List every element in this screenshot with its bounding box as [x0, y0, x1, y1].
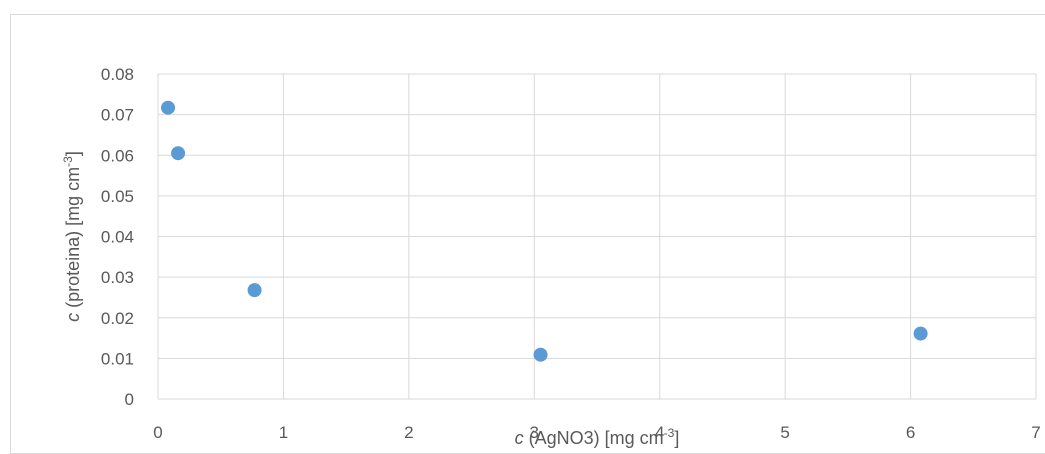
- data-points: [161, 100, 928, 362]
- y-axis-title-text: (proteina) [mg cm: [63, 167, 83, 313]
- y-tick-label: 0.01: [101, 349, 134, 368]
- x-tick-label: 7: [1031, 423, 1040, 442]
- y-tick-label: 0.02: [101, 309, 134, 328]
- data-point: [913, 326, 928, 341]
- x-axis-title-text: (AgNO3) [mg cm: [524, 428, 664, 448]
- x-axis-title-sup: -3: [664, 426, 675, 440]
- y-axis-title: c (proteina) [mg cm-3]: [61, 151, 83, 322]
- y-axis-title-suffix: ]: [63, 151, 83, 156]
- x-axis-title-suffix: ]: [674, 428, 679, 448]
- y-tick-label: 0.07: [101, 106, 134, 125]
- data-point: [247, 283, 262, 298]
- grid-layer: [157, 73, 1037, 400]
- y-axis-title-sup: -3: [61, 156, 75, 167]
- y-tick-label: 0.08: [101, 65, 134, 84]
- y-tick-label: 0.03: [101, 268, 134, 287]
- x-tick-label: 2: [404, 423, 413, 442]
- x-tick-label: 0: [153, 423, 162, 442]
- y-tick-label: 0.05: [101, 187, 134, 206]
- y-tick-labels: 0 0.01 0.02 0.03 0.04 0.05 0.06 0.07 0.08: [101, 65, 134, 409]
- data-point: [161, 100, 176, 115]
- y-axis-title-italic: c: [63, 313, 83, 322]
- x-tick-labels: 0 1 2 3 4 5 6 7: [153, 423, 1040, 442]
- x-tick-label: 1: [279, 423, 288, 442]
- x-axis-title: c (AgNO3) [mg cm-3]: [515, 426, 680, 448]
- x-tick-label: 5: [780, 423, 789, 442]
- data-point: [533, 347, 548, 362]
- y-tick-label: 0: [125, 390, 134, 409]
- x-tick-label: 4: [655, 423, 664, 442]
- x-tick-label: 6: [906, 423, 915, 442]
- x-tick-label: 3: [530, 423, 539, 442]
- data-point: [171, 146, 186, 161]
- x-axis-title-italic: c: [515, 428, 524, 448]
- y-tick-label: 0.04: [101, 228, 134, 247]
- y-tick-label: 0.06: [101, 146, 134, 165]
